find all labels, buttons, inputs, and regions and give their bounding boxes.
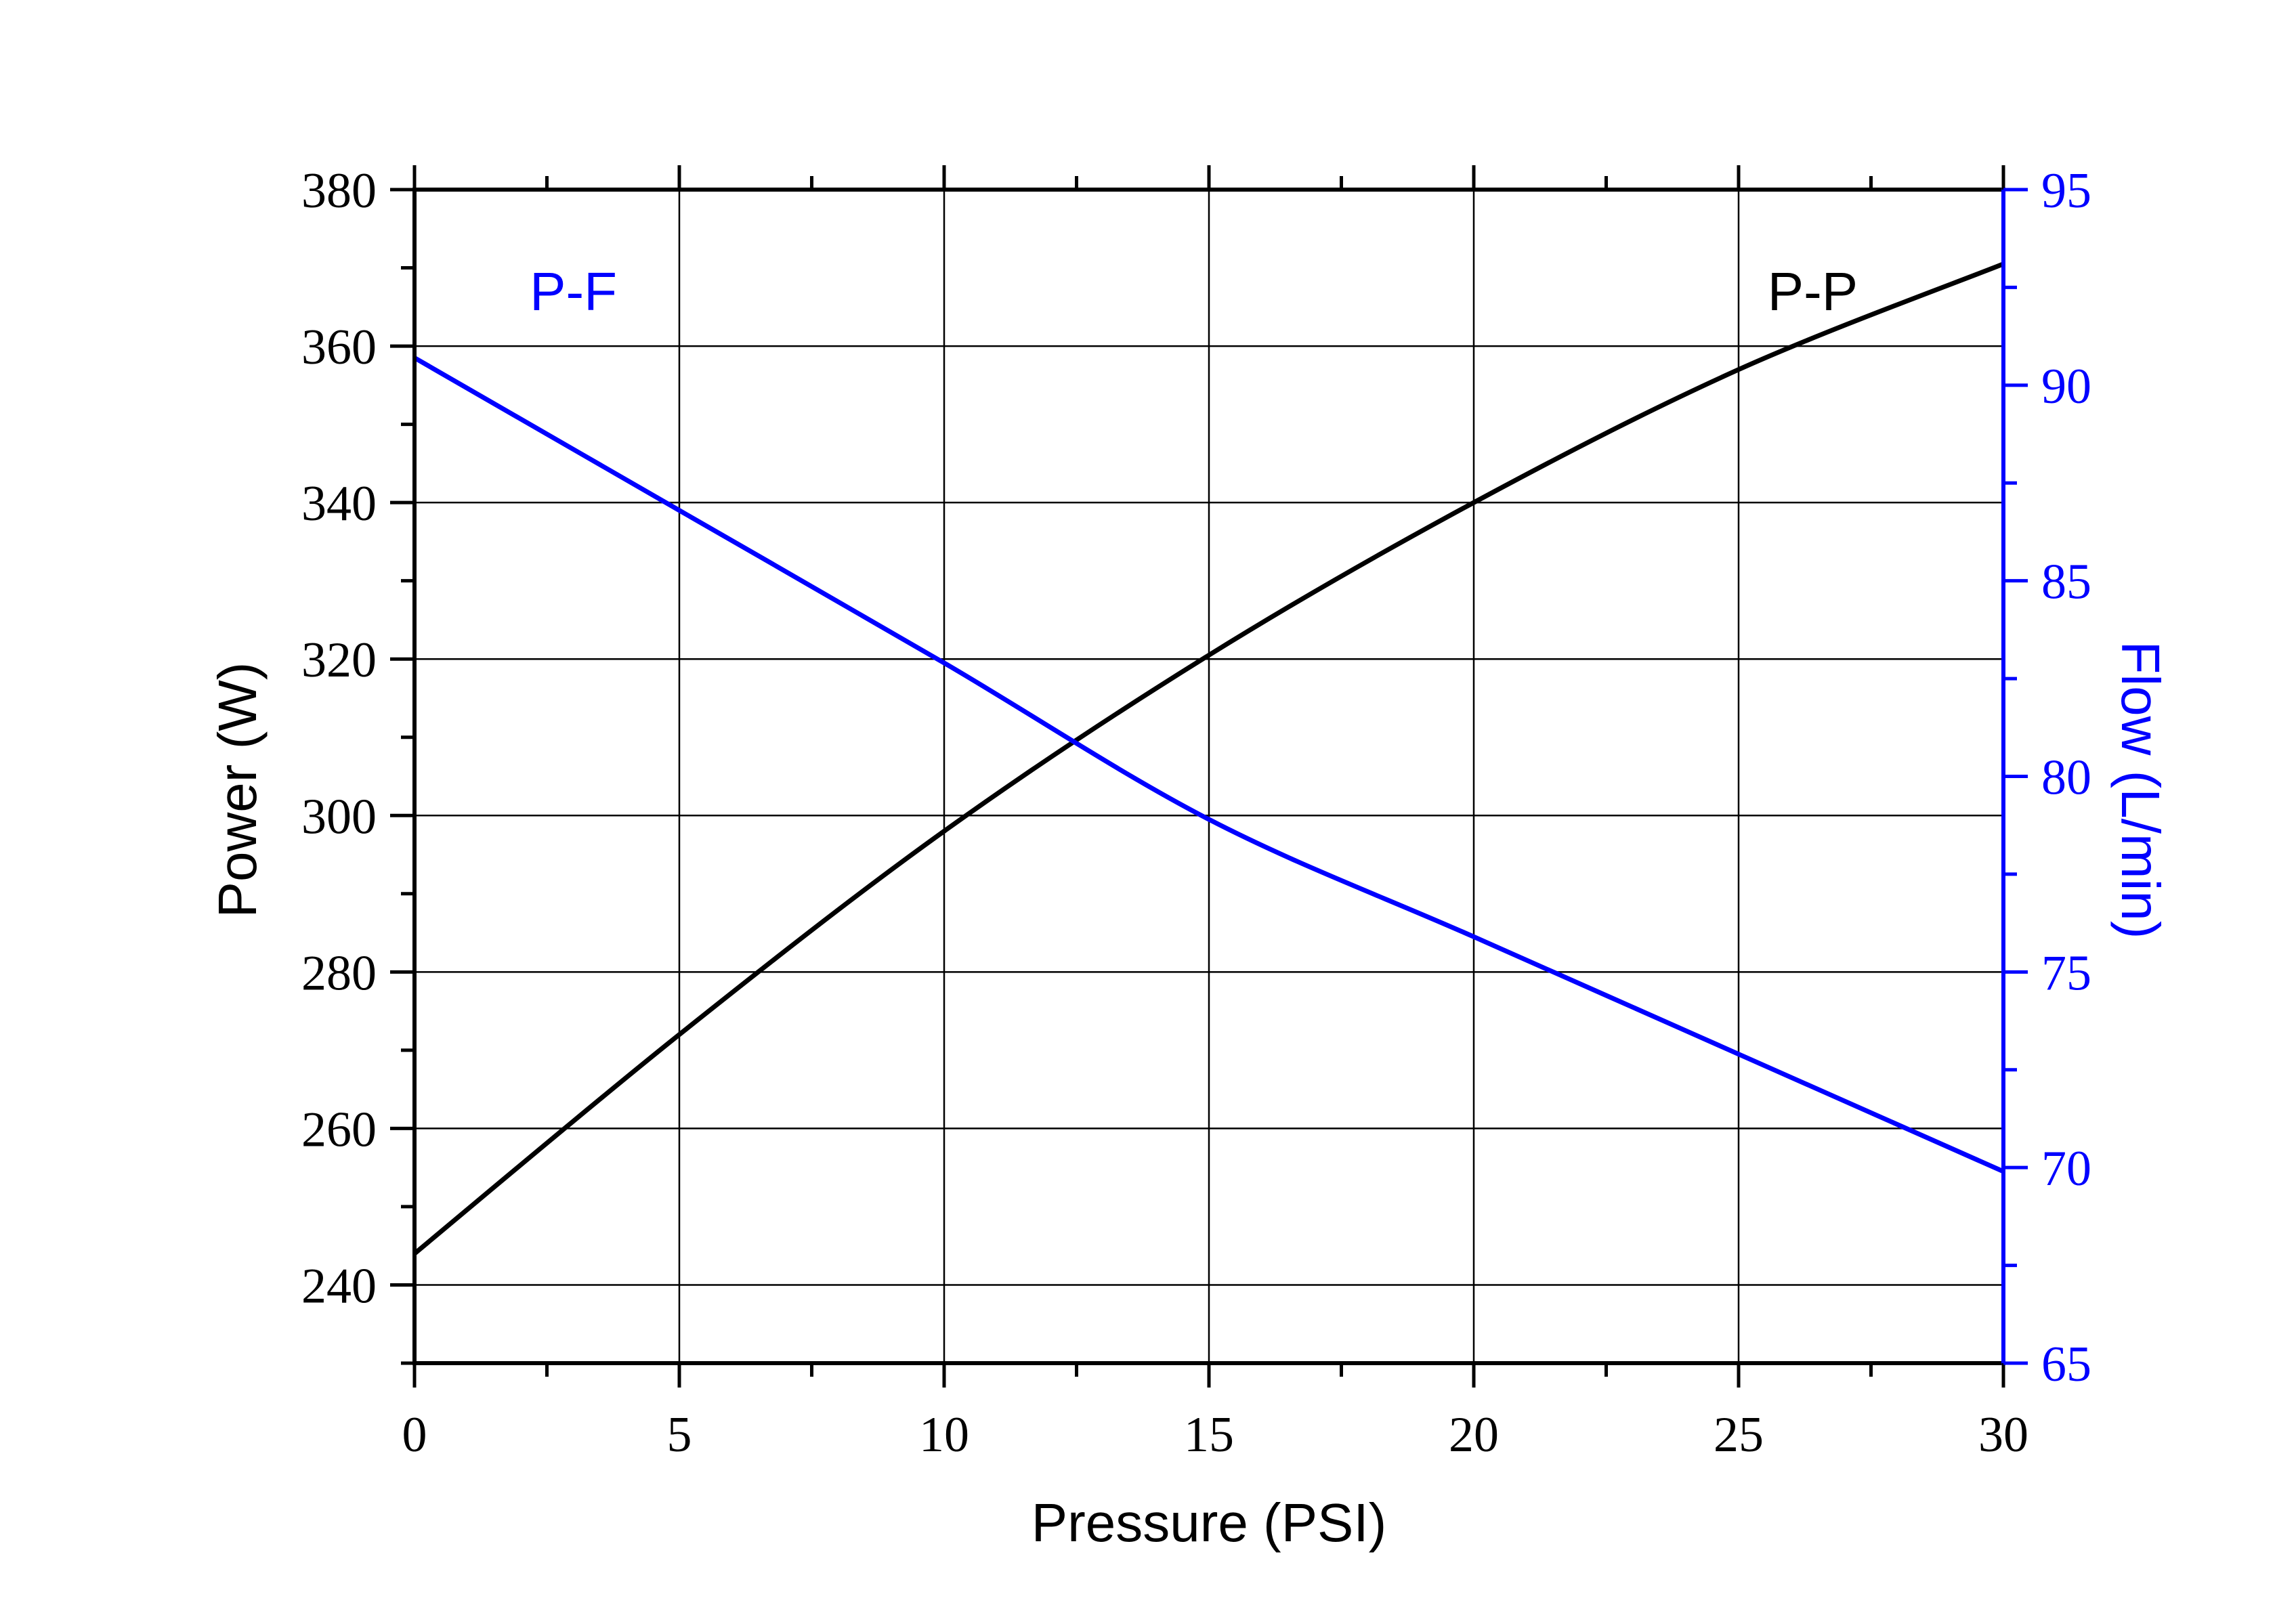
grid-layer xyxy=(414,190,2003,1363)
y-left-tick-label: 360 xyxy=(301,320,377,375)
x-tick-label: 20 xyxy=(1449,1407,1499,1463)
tick-label-layer: 0 5 10 15 20 25 30 240 260 280 300 320 340 360 380 65 70… xyxy=(301,163,2091,1463)
x-axis-label: Pressure (PSI) xyxy=(1032,1492,1387,1553)
y-left-tick-label: 240 xyxy=(301,1258,377,1314)
y-right-tick-label: 80 xyxy=(2041,750,2091,806)
y-left-tick-label: 380 xyxy=(301,163,377,219)
series-layer xyxy=(412,261,2005,1255)
y-right-tick-label: 85 xyxy=(2041,555,2091,610)
y-left-axis-label: Power (W) xyxy=(207,662,268,918)
x-tick-label: 25 xyxy=(1714,1407,1764,1463)
annotation-p-f: P-F xyxy=(530,261,617,322)
y-right-tick-label: 65 xyxy=(2041,1337,2091,1392)
annotation-p-p: P-P xyxy=(1768,261,1858,322)
y-left-tick-label: 320 xyxy=(301,632,377,688)
y-left-tick-label: 300 xyxy=(301,789,377,844)
series-line-p-p xyxy=(412,261,2005,1255)
y-left-tick-label: 260 xyxy=(301,1102,377,1157)
y-right-tick-label: 70 xyxy=(2041,1141,2091,1197)
y-right-tick-label: 75 xyxy=(2041,945,2091,1001)
x-tick-label: 5 xyxy=(667,1407,692,1463)
y-left-tick-label: 280 xyxy=(301,945,377,1001)
x-tick-label: 0 xyxy=(402,1407,427,1463)
y-right-tick-label: 90 xyxy=(2041,359,2091,414)
x-tick-label: 30 xyxy=(1978,1407,2028,1463)
axis-layer xyxy=(390,165,2028,1388)
y-right-tick-label: 95 xyxy=(2041,163,2091,219)
x-tick-label: 10 xyxy=(919,1407,969,1463)
x-tick-label: 15 xyxy=(1184,1407,1234,1463)
series-line-p-f xyxy=(413,356,2005,1174)
y-left-tick-label: 340 xyxy=(301,476,377,532)
y-right-axis-label: Flow (L/min) xyxy=(2110,641,2171,939)
